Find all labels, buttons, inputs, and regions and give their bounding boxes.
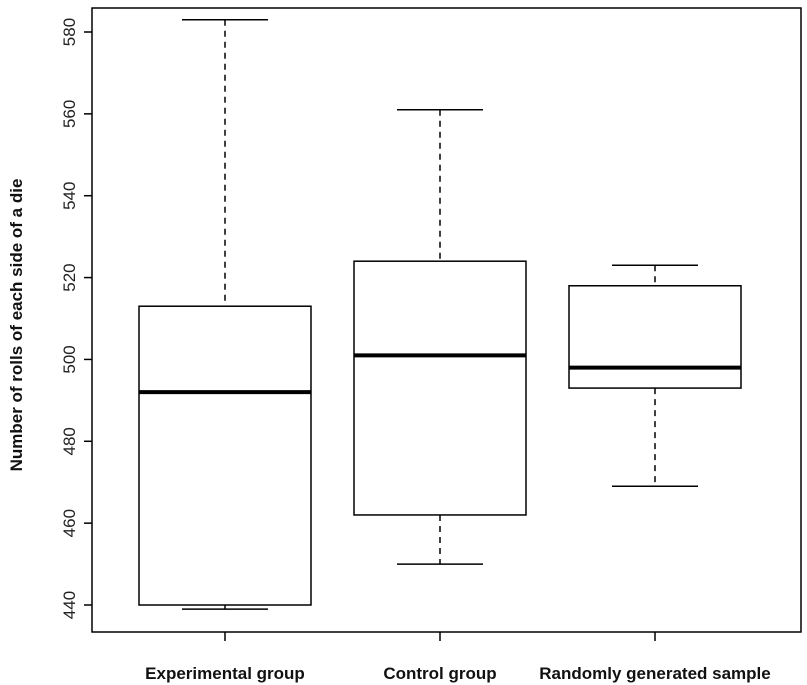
y-axis: 440 460 480 500 520 540 560 580 — [60, 18, 92, 619]
x-category-label-2: Randomly generated sample — [539, 664, 770, 683]
y-tick-label-580: 580 — [60, 18, 79, 46]
box-rect-1 — [353, 260, 527, 516]
x-axis: Experimental group Control group Randomly … — [145, 632, 771, 683]
y-tick-label-440: 440 — [60, 591, 79, 619]
x-category-label-1: Control group — [383, 664, 496, 683]
box-series — [138, 18, 742, 610]
box-1 — [353, 109, 527, 565]
box-rect-0 — [138, 305, 312, 606]
plot-frame — [91, 7, 802, 633]
y-tick-label-540: 540 — [60, 182, 79, 210]
y-tick-label-560: 560 — [60, 100, 79, 128]
box-2 — [568, 264, 742, 488]
y-tick-label-520: 520 — [60, 263, 79, 291]
y-axis-title: Number of rolls of each side of a die — [7, 179, 26, 472]
y-tick-label-500: 500 — [60, 345, 79, 373]
box-rect-2 — [568, 285, 742, 389]
y-tick-label-460: 460 — [60, 509, 79, 537]
box-0 — [138, 18, 312, 610]
y-tick-label-480: 480 — [60, 427, 79, 455]
x-category-label-0: Experimental group — [145, 664, 305, 683]
